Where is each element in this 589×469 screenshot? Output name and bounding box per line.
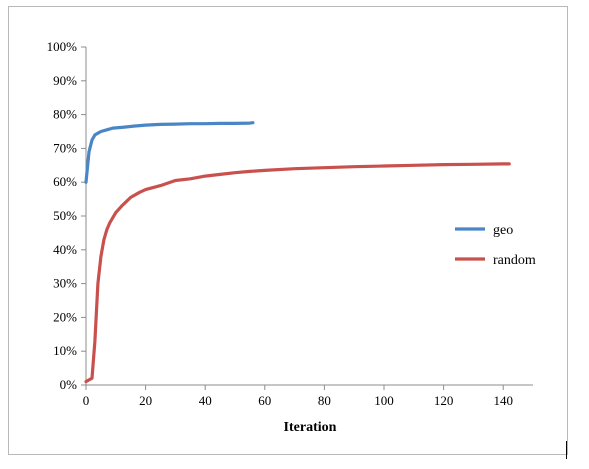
line-chart: 0% 10% 20% 30% 40% 50% 60% 70% 80% 90% 100% 0 20 40 60… xyxy=(47,39,536,435)
y-tick-label: 0% xyxy=(60,377,78,392)
y-tick-label: 90% xyxy=(53,73,77,88)
x-axis-title: Iteration xyxy=(284,420,337,435)
x-tick-label: 0 xyxy=(83,393,90,408)
legend-label-random: random xyxy=(493,253,536,268)
y-tick-label: 80% xyxy=(53,107,77,122)
y-tick-label: 10% xyxy=(53,343,77,358)
text-cursor xyxy=(566,441,567,459)
y-tick-label: 50% xyxy=(53,208,77,223)
series-lines xyxy=(84,121,511,384)
x-tick-label: 40 xyxy=(199,393,212,408)
y-tick-label: 30% xyxy=(53,276,77,291)
legend-label-geo: geo xyxy=(493,223,513,238)
y-tick-label: 60% xyxy=(53,174,77,189)
y-tick-label: 70% xyxy=(53,140,77,155)
ticks: 0% 10% 20% 30% 40% 50% 60% 70% 80% 90% 100% 0 20 40 60… xyxy=(47,39,513,408)
x-tick-label: 100 xyxy=(374,393,394,408)
axes xyxy=(85,47,533,386)
x-tick-label: 60 xyxy=(258,393,271,408)
x-tick-label: 120 xyxy=(434,393,454,408)
series-line-geo xyxy=(84,121,255,184)
y-tick-label: 100% xyxy=(47,39,78,54)
chart-area: 0% 10% 20% 30% 40% 50% 60% 70% 80% 90% 100% 0 20 40 60… xyxy=(8,6,568,455)
x-tick-label: 80 xyxy=(318,393,331,408)
x-tick-label: 20 xyxy=(139,393,152,408)
y-tick-label: 40% xyxy=(53,242,77,257)
y-tick-label: 20% xyxy=(53,309,77,324)
legend: geo random xyxy=(455,223,536,268)
series-line-random xyxy=(84,162,511,384)
x-tick-label: 140 xyxy=(493,393,513,408)
